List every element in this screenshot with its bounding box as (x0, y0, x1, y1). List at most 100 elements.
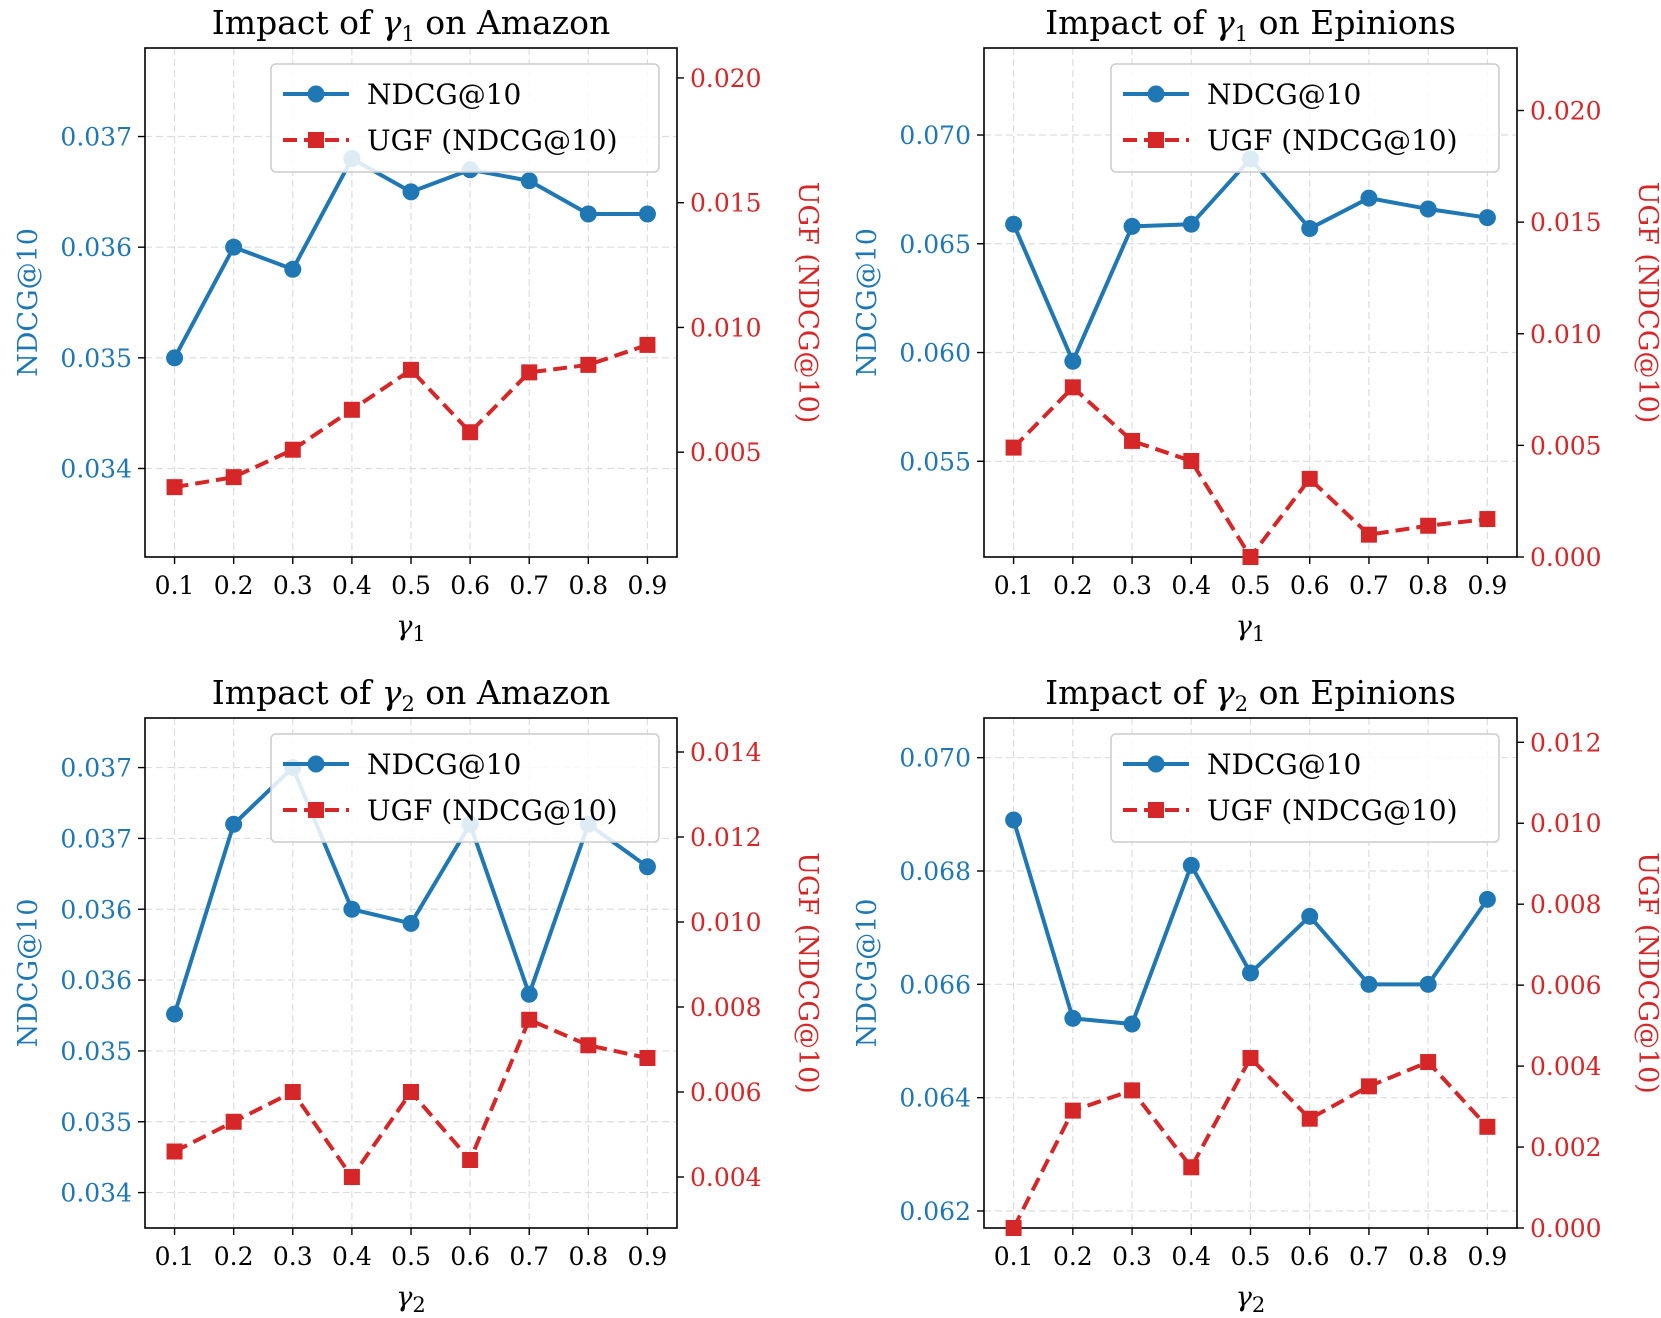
y-right-tick-label: 0.010 (1530, 320, 1602, 349)
chart-title: Impact of γ2 on Amazon (212, 673, 610, 716)
title-suffix: on Amazon (415, 3, 610, 42)
x-tick-label: 0.8 (568, 571, 608, 600)
y-right-tick-label: 0.010 (690, 908, 762, 937)
legend-marker-ugf (308, 132, 324, 148)
x-tick-label: 0.3 (273, 1242, 313, 1271)
title-symbol: γ (382, 3, 402, 42)
legend: NDCG@10 UGF (NDCG@10) (270, 733, 660, 843)
y-left-tick-label: 0.064 (899, 1084, 971, 1113)
y-left-tick-label: 0.065 (899, 230, 971, 259)
x-tick-label: 0.1 (155, 1242, 195, 1271)
legend-marker-ndcg (1147, 755, 1165, 773)
ndcg-point (1123, 1015, 1141, 1033)
ugf-point (1479, 511, 1496, 528)
ndcg-point (343, 900, 361, 918)
y-right-tick-label: 0.006 (690, 1078, 762, 1107)
ugf-point (580, 1037, 597, 1054)
x-axis-symbol: γ (1236, 1282, 1253, 1313)
title-prefix: Impact of (212, 3, 382, 42)
ndcg-point (1005, 215, 1023, 233)
x-tick-label: 0.4 (1171, 1242, 1211, 1271)
x-tick-label: 0.8 (1408, 1242, 1448, 1271)
ndcg-point (1301, 220, 1319, 238)
ugf-point (1420, 517, 1437, 534)
chart-title: Impact of γ1 on Epinions (1045, 3, 1456, 46)
x-axis-subscript: 1 (412, 622, 425, 646)
y-right-tick-label: 0.005 (690, 438, 762, 467)
y-right-tick-label: 0.010 (1530, 809, 1602, 838)
legend-label-ugf: UGF (NDCG@10) (1207, 124, 1458, 157)
title-suffix: on Amazon (415, 673, 610, 712)
y-left-tick-label: 0.035 (60, 1037, 132, 1066)
x-tick-label: 0.6 (450, 571, 490, 600)
ugf-point (462, 1152, 479, 1168)
y-right-tick-label: 0.015 (690, 189, 762, 218)
y-left-tick-label: 0.068 (899, 857, 971, 886)
x-tick-label: 0.1 (155, 571, 195, 600)
y-left-tick-label: 0.062 (899, 1197, 971, 1226)
ndcg-point (166, 1005, 184, 1023)
ugf-point (1124, 432, 1141, 449)
ugf-point (1360, 1078, 1377, 1095)
title-prefix: Impact of (1045, 673, 1215, 712)
ugf-point (639, 1050, 656, 1066)
x-axis-label: γ2 (396, 1282, 426, 1317)
y-left-tick-label: 0.036 (60, 895, 132, 924)
x-tick-label: 0.1 (994, 1242, 1034, 1271)
y-left-tick-label: 0.036 (60, 966, 132, 995)
x-axis-subscript: 1 (1252, 622, 1265, 646)
y-left-tick-label: 0.034 (60, 1179, 132, 1208)
x-tick-label: 0.2 (214, 571, 254, 600)
y-left-tick-label: 0.034 (60, 454, 132, 483)
legend-box (270, 63, 660, 173)
x-tick-label: 0.4 (1171, 571, 1211, 600)
series-line-ugf (1011, 1056, 1489, 1229)
legend: NDCG@10 UGF (NDCG@10) (270, 63, 660, 173)
ugf-point (225, 1113, 242, 1130)
y-right-tick-label: 0.012 (690, 823, 762, 852)
ugf-point (1301, 1110, 1318, 1127)
x-tick-label: 0.1 (994, 571, 1034, 600)
ndcg-point (1182, 215, 1200, 233)
ndcg-point (1064, 352, 1082, 370)
ndcg-point (1478, 209, 1496, 227)
y-right-axis-label: UGF (NDCG@10) (1632, 182, 1661, 424)
legend-marker-ndcg (307, 85, 325, 103)
ugf-point (1005, 439, 1022, 456)
title-prefix: Impact of (212, 673, 382, 712)
legend-box (270, 733, 660, 843)
ugf-point (639, 336, 656, 353)
y-left-tick-label: 0.036 (60, 233, 132, 262)
x-axis-symbol: γ (1236, 611, 1253, 642)
legend-marker-ndcg (1147, 85, 1165, 103)
ugf-point (403, 1084, 419, 1100)
y-left-axis-label: NDCG@10 (852, 899, 883, 1048)
x-tick-label: 0.2 (1053, 1242, 1093, 1271)
chart-title: Impact of γ1 on Amazon (212, 3, 610, 46)
legend-marker-ugf (308, 802, 324, 818)
y-right-axis-label: UGF (NDCG@10) (792, 182, 823, 424)
y-left-tick-label: 0.055 (899, 447, 971, 476)
ndcg-point (1301, 907, 1319, 925)
x-tick-label: 0.9 (1468, 1242, 1508, 1271)
plot-gamma1-epinions: 0.1 0.2 0.3 0.4 0.5 0.6 0.7 0.8 0.9 0.055 0.060 0.0… (852, 3, 1661, 646)
y-right-tick-label: 0.012 (1530, 728, 1602, 757)
legend: NDCG@10 UGF (NDCG@10) (1110, 63, 1500, 173)
ugf-point (1420, 1054, 1437, 1071)
legend-label-ndcg: NDCG@10 (367, 748, 521, 781)
x-tick-label: 0.9 (628, 571, 668, 600)
y-left-tick-label: 0.070 (899, 744, 971, 773)
x-tick-label: 0.8 (568, 1242, 608, 1271)
legend-box (1110, 733, 1500, 843)
x-tick-label: 0.4 (332, 571, 372, 600)
ndcg-point (520, 985, 538, 1003)
y-right-tick-label: 0.020 (1530, 97, 1602, 126)
ugf-point (343, 401, 360, 418)
x-tick-label: 0.5 (391, 1242, 431, 1271)
ugf-point (1183, 1159, 1200, 1176)
legend-label-ugf: UGF (NDCG@10) (367, 794, 618, 827)
ndcg-point (638, 205, 656, 223)
y-right-tick-label: 0.020 (690, 64, 762, 93)
y-right-tick-label: 0.008 (1530, 890, 1602, 919)
